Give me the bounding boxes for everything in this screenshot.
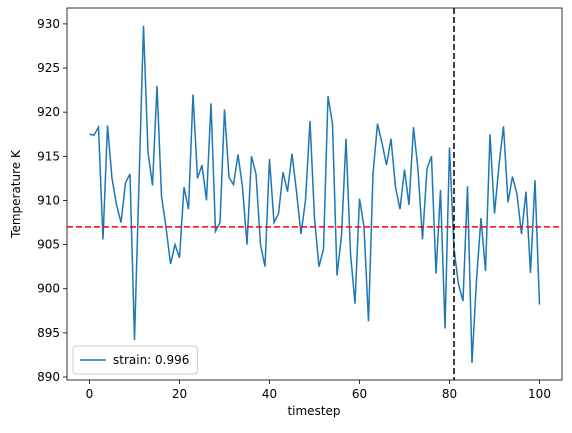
y-tick-label: 925 bbox=[37, 61, 60, 75]
y-tick-label: 900 bbox=[37, 282, 60, 296]
y-tick-label: 910 bbox=[37, 193, 60, 207]
x-tick-label: 80 bbox=[442, 387, 457, 401]
x-tick-label: 60 bbox=[352, 387, 367, 401]
y-tick-label: 895 bbox=[37, 326, 60, 340]
x-tick-label: 0 bbox=[86, 387, 94, 401]
y-axis-label: Temperature K bbox=[9, 149, 23, 239]
x-tick-label: 20 bbox=[172, 387, 187, 401]
y-tick-label: 920 bbox=[37, 105, 60, 119]
legend-label: strain: 0.996 bbox=[113, 353, 189, 367]
legend-box bbox=[72, 345, 198, 375]
x-tick-label: 100 bbox=[528, 387, 551, 401]
x-axis-label: timestep bbox=[287, 404, 340, 418]
plot-frame bbox=[66, 7, 563, 381]
y-tick-label: 890 bbox=[37, 370, 60, 384]
data-line bbox=[89, 25, 541, 363]
legend: strain: 0.996 bbox=[72, 345, 198, 375]
x-tick-label: 40 bbox=[262, 387, 277, 401]
y-tick-label: 930 bbox=[37, 17, 60, 31]
y-tick-label: 905 bbox=[37, 238, 60, 252]
y-tick-label: 915 bbox=[37, 149, 60, 163]
